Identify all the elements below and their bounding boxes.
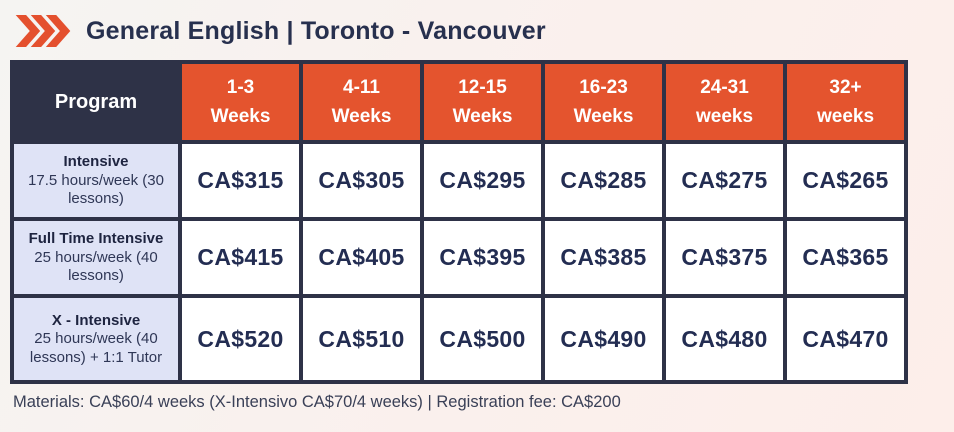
- column-header-16-23-weeks: 16-23 Weeks: [545, 64, 662, 140]
- page-title: General English | Toronto - Vancouver: [86, 16, 546, 45]
- program-label-cell: X - Intensive 25 hours/week (40 lessons)…: [14, 298, 178, 380]
- price-cell: CA$415: [182, 221, 299, 294]
- triple-chevron-icon: [15, 15, 71, 47]
- price-cell: CA$395: [424, 221, 541, 294]
- table-row-intensive: Intensive 17.5 hours/week (30 lessons) C…: [14, 144, 904, 217]
- pricing-table: Program 1-3 Weeks 4-11 Weeks 12-15 Weeks…: [10, 60, 908, 384]
- page-header: General English | Toronto - Vancouver: [0, 0, 954, 50]
- table-header-row: Program 1-3 Weeks 4-11 Weeks 12-15 Weeks…: [14, 64, 904, 140]
- table-row-x-intensive: X - Intensive 25 hours/week (40 lessons)…: [14, 298, 904, 380]
- price-cell: CA$265: [787, 144, 904, 217]
- footer-note: Materials: CA$60/4 weeks (X-Intensivo CA…: [13, 393, 621, 411]
- table-row-full-time-intensive: Full Time Intensive 25 hours/week (40 le…: [14, 221, 904, 294]
- price-cell: CA$295: [424, 144, 541, 217]
- column-header-32-plus-weeks: 32+ weeks: [787, 64, 904, 140]
- price-cell: CA$405: [303, 221, 420, 294]
- program-details: 25 hours/week (40 lessons): [34, 248, 158, 285]
- program-name: Full Time Intensive: [28, 230, 164, 247]
- column-header-1-3-weeks: 1-3 Weeks: [182, 64, 299, 140]
- price-cell: CA$285: [545, 144, 662, 217]
- price-cell: CA$385: [545, 221, 662, 294]
- column-header-12-15-weeks: 12-15 Weeks: [424, 64, 541, 140]
- column-header-4-11-weeks: 4-11 Weeks: [303, 64, 420, 140]
- program-details: 17.5 hours/week (30 lessons): [28, 171, 164, 208]
- price-cell: CA$375: [666, 221, 783, 294]
- program-name: X - Intensive: [51, 311, 141, 329]
- page: General English | Toronto - Vancouver Pr…: [0, 0, 954, 411]
- price-cell: CA$490: [545, 298, 662, 380]
- price-cell: CA$315: [182, 144, 299, 217]
- price-cell: CA$365: [787, 221, 904, 294]
- program-name: Intensive: [63, 153, 129, 170]
- price-cell: CA$470: [787, 298, 904, 380]
- program-label-cell: Full Time Intensive 25 hours/week (40 le…: [14, 221, 178, 294]
- price-cell: CA$510: [303, 298, 420, 380]
- price-cell: CA$305: [303, 144, 420, 217]
- program-details: 25 hours/week (40 lessons) + 1:1 Tutor: [29, 330, 163, 366]
- price-cell: CA$480: [666, 298, 783, 380]
- program-column-header: Program: [14, 64, 178, 140]
- price-cell: CA$275: [666, 144, 783, 217]
- price-cell: CA$520: [182, 298, 299, 380]
- column-header-24-31-weeks: 24-31 weeks: [666, 64, 783, 140]
- program-label-cell: Intensive 17.5 hours/week (30 lessons): [14, 144, 178, 217]
- price-cell: CA$500: [424, 298, 541, 380]
